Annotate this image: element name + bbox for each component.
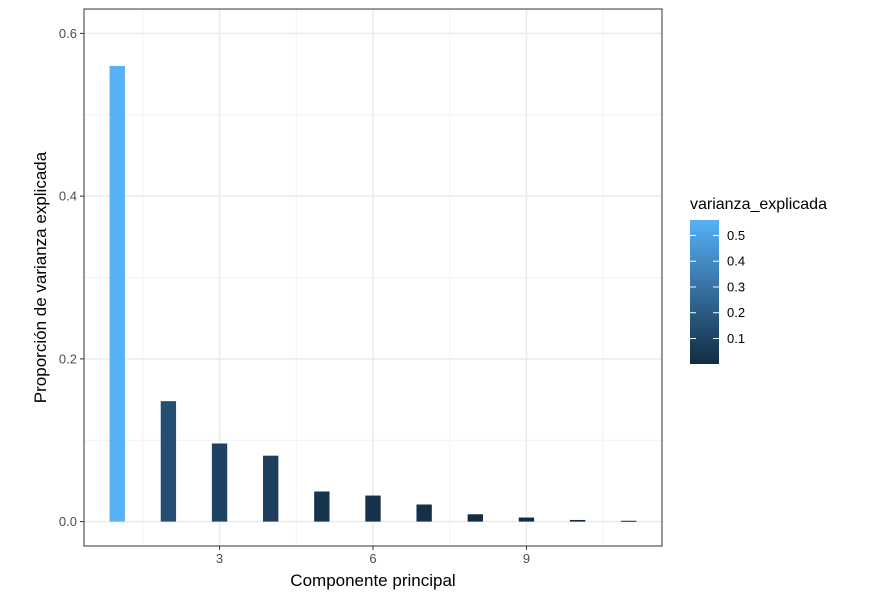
legend-title: varianza_explicada — [690, 196, 827, 213]
x-tick-label: 6 — [369, 551, 376, 566]
x-tick-label: 3 — [216, 551, 223, 566]
legend-tick-label: 0.2 — [727, 305, 745, 320]
bars — [109, 65, 637, 522]
bar-6 — [365, 495, 381, 522]
bar-3 — [211, 443, 228, 522]
bar-10 — [569, 519, 586, 522]
legend: varianza_explicada 0.1 0.2 0.3 0.4 0.5 — [690, 196, 827, 364]
bar-8 — [467, 514, 483, 522]
y-tick-label: 0.2 — [59, 351, 77, 366]
y-tick-label: 0.0 — [59, 514, 77, 529]
y-tick-label: 0.4 — [59, 189, 77, 204]
bar-4 — [263, 455, 279, 522]
x-axis: 3 6 9 — [216, 546, 530, 566]
bar-11 — [621, 520, 637, 522]
x-axis-title: Componente principal — [290, 571, 455, 590]
legend-colorbar — [690, 220, 719, 364]
legend-tick-label: 0.4 — [727, 254, 745, 269]
legend-ticks: 0.1 0.2 0.3 0.4 0.5 — [690, 228, 745, 346]
y-tick-label: 0.6 — [59, 26, 77, 41]
legend-tick-label: 0.5 — [727, 228, 745, 243]
x-tick-label: 9 — [523, 551, 530, 566]
bar-2 — [160, 401, 177, 522]
bar-7 — [416, 504, 432, 522]
bar-1 — [109, 65, 125, 522]
legend-tick-label: 0.1 — [727, 331, 745, 346]
y-axis: 0.0 0.2 0.4 0.6 — [59, 26, 84, 529]
legend-tick-label: 0.3 — [727, 279, 745, 294]
y-axis-title: Proporción de varianza explicada — [31, 151, 50, 403]
bar-5 — [314, 491, 330, 522]
bar-9 — [518, 517, 535, 522]
